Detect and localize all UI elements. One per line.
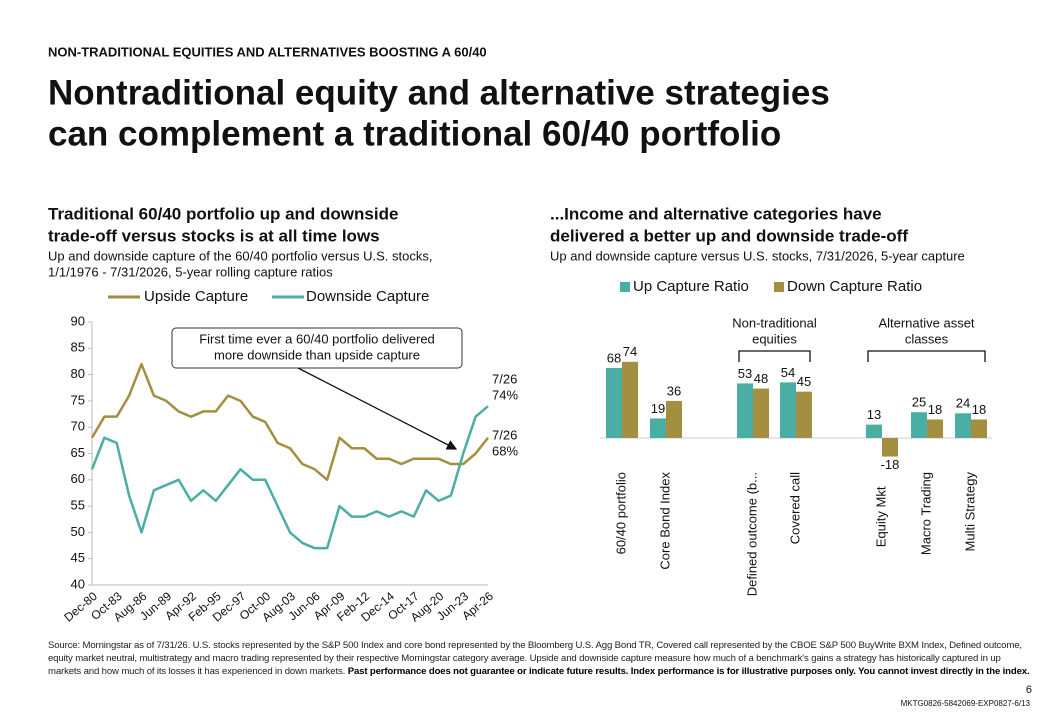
y-tick-label: 60 [71,471,85,486]
title: can complement a traditional 60/40 portf… [48,114,781,153]
y-tick-label: 70 [71,419,85,434]
y-tick-label: 90 [71,313,85,328]
value-label: 25 [912,395,926,410]
y-tick-label: 80 [71,366,85,381]
group-label: equities [752,331,797,346]
bar [650,418,666,438]
bar [971,419,987,438]
value-label: -18 [881,457,900,472]
y-tick-label: 55 [71,498,85,513]
value-label: 36 [667,383,681,398]
chart-title: Traditional 60/40 portfolio up and downs… [48,204,398,223]
bar [753,388,769,438]
callout-arrow [297,367,458,450]
x-tick-label: Equity Mkt [873,486,888,547]
series-line [90,405,489,550]
chart-subtitle: Up and downside capture versus U.S. stoc… [550,248,965,263]
series-line [90,362,489,482]
y-tick-label: 50 [71,524,85,539]
x-tick-label: Multi Strategy [962,472,977,552]
end-label: 7/26 [492,371,517,386]
bar [866,424,882,438]
bar [737,383,753,438]
disclaimer: Past performance does not guarantee or i… [347,666,1030,677]
eyebrow: NON-TRADITIONAL EQUITIES AND ALTERNATIVE… [48,44,487,59]
y-tick-label: 75 [71,392,85,407]
y-tick-label: 40 [71,576,85,591]
group-label: Non-traditional [732,315,817,330]
end-label: 68% [492,443,518,458]
callout-text: more downside than upside capture [214,347,420,362]
bar [780,382,796,438]
chart-subtitle: Up and downside capture of the 60/40 por… [48,248,432,263]
value-label: 68 [607,350,621,365]
legend-label: Up Capture Ratio [633,278,749,295]
callout-text: First time ever a 60/40 portfolio delive… [199,331,435,346]
bar [882,438,898,457]
footer-code: MKTG0826-5842069-EXP0827-6/13 [901,699,1031,708]
legend-swatch [774,282,784,292]
x-tick-label: Defined outcome (b... [744,472,759,596]
bar [606,367,622,438]
title: Nontraditional equity and alternative st… [48,73,830,112]
x-tick-label: 60/40 portfolio [613,472,628,554]
y-tick-label: 65 [71,445,85,460]
bar [666,400,682,438]
x-tick-label: Covered call [787,472,802,544]
value-label: 74 [623,344,637,359]
legend-label: Downside Capture [306,288,429,305]
value-label: 18 [928,402,942,417]
bar [622,361,638,438]
chart-title: ...Income and alternative categories hav… [550,204,882,223]
footnote: Source: Morningstar as of 7/31/26. U.S. … [48,639,1033,678]
value-label: 24 [956,396,970,411]
source: Source: Morningstar as of 7/31/26. U.S. … [48,640,1022,677]
bar [927,419,943,438]
end-label: 74% [492,387,518,402]
bar [911,412,927,438]
y-tick-label: 85 [71,340,85,355]
legend-label: Upside Capture [144,288,248,305]
bar [955,413,971,438]
chart-title: delivered a better up and downside trade… [550,226,908,245]
chart-subtitle: 1/1/1976 - 7/31/2026, 5-year rolling cap… [48,264,333,279]
group-label: classes [905,331,949,346]
value-label: 53 [738,366,752,381]
y-tick-label: 45 [71,550,85,565]
value-label: 45 [797,374,811,389]
legend-swatch [620,282,630,292]
group-label: Alternative asset [878,315,974,330]
chart-title: trade-off versus stocks is at all time l… [48,226,380,245]
bar [796,391,812,438]
value-label: 13 [867,407,881,422]
value-label: 54 [781,365,795,380]
x-tick-label: Macro Trading [918,472,933,555]
value-label: 18 [972,402,986,417]
page-number: 6 [1026,684,1032,696]
callout-box [171,327,463,369]
end-label: 7/26 [492,427,517,442]
value-label: 48 [754,371,768,386]
group-bracket [738,350,811,362]
group-bracket [867,350,986,362]
x-tick-label: Core Bond Index [657,472,672,570]
value-label: 19 [651,401,665,416]
legend-label: Down Capture Ratio [787,278,922,295]
